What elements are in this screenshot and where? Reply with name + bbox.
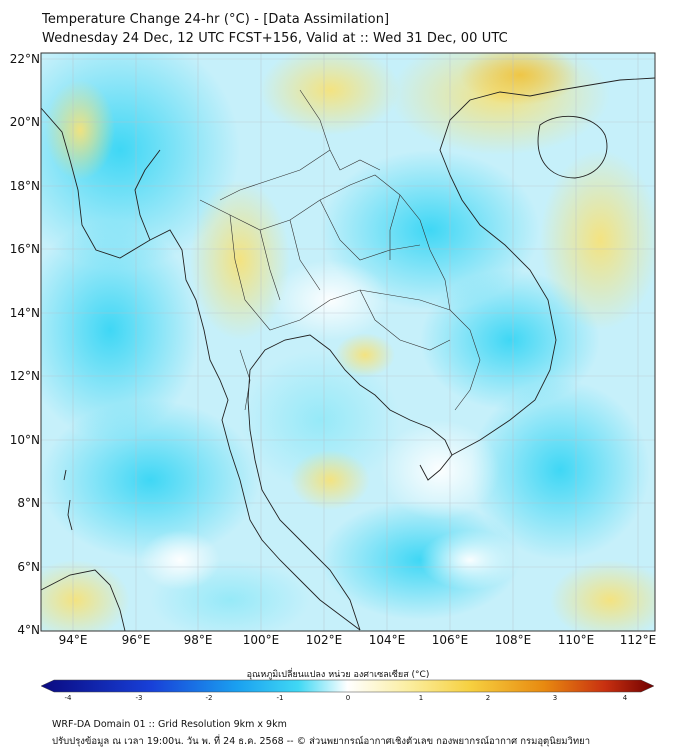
colorbar-tick: 0 — [345, 694, 351, 702]
coastlines — [41, 77, 655, 631]
colorbar-tick: -3 — [135, 694, 143, 702]
footer-credit: ปรับปรุงข้อมูล ณ เวลา 19:00น. วัน พ. ที่… — [52, 736, 591, 747]
colorbar-tick: -1 — [276, 694, 284, 702]
lat-label: 12°N — [9, 369, 40, 383]
lat-label: 8°N — [17, 496, 40, 510]
lon-label: 98°E — [183, 633, 213, 647]
lat-label: 22°N — [9, 52, 40, 66]
lat-label: 18°N — [9, 179, 40, 193]
colorbar-title: อุณหภูมิเปลี่ยนแปลง หน่วย องศาเซลเซียส (… — [246, 670, 430, 680]
lat-label: 10°N — [9, 433, 40, 447]
lat-label: 6°N — [17, 560, 40, 574]
lat-label: 16°N — [9, 242, 40, 256]
lat-label: 4°N — [17, 623, 40, 637]
lon-label: 112°E — [619, 633, 657, 647]
lon-label: 96°E — [121, 633, 151, 647]
colorbar — [40, 679, 655, 693]
colorbar-tick: -4 — [64, 694, 72, 702]
gridlines — [41, 53, 655, 631]
lon-label: 100°E — [242, 633, 280, 647]
admin-borders — [199, 89, 481, 411]
lon-label: 104°E — [368, 633, 406, 647]
lon-label: 106°E — [431, 633, 469, 647]
temperature-field — [41, 53, 655, 631]
map-title: Temperature Change 24-hr (°C) - [Data As… — [42, 12, 390, 27]
lon-label: 94°E — [58, 633, 88, 647]
lon-label: 110°E — [557, 633, 595, 647]
map-frame — [40, 52, 656, 632]
lat-label: 14°N — [9, 306, 40, 320]
colorbar-tick: 3 — [552, 694, 558, 702]
lon-label: 102°E — [305, 633, 343, 647]
lon-label: 108°E — [494, 633, 532, 647]
footer-resolution: WRF-DA Domain 01 :: Grid Resolution 9km … — [52, 719, 287, 730]
map-subtitle: Wednesday 24 Dec, 12 UTC FCST+156, Valid… — [42, 31, 508, 46]
lat-label: 20°N — [9, 115, 40, 129]
colorbar-tick: 1 — [418, 694, 424, 702]
colorbar-tick: -2 — [205, 694, 213, 702]
colorbar-tick: 4 — [622, 694, 628, 702]
colorbar-tick: 2 — [485, 694, 491, 702]
